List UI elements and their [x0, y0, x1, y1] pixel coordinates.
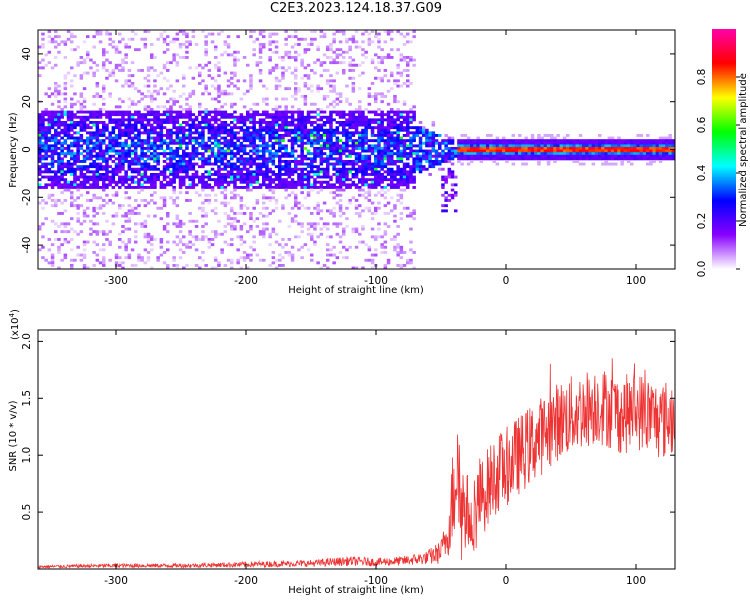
spectrogram-y-ticks: -40 -20 0 20 40	[21, 47, 675, 254]
x-tick-label: -100	[364, 275, 388, 287]
snr-frame	[37, 329, 676, 570]
colorbar-tick-label: 0.4	[696, 164, 708, 181]
x-tick-label: 0	[503, 575, 510, 587]
x-tick-label: -300	[104, 275, 128, 287]
y-tick-label: -20	[21, 189, 33, 206]
spectrogram-x-ticks: -300 -200 -100 0 100	[104, 30, 646, 287]
x-tick-label: -300	[104, 575, 128, 587]
y-tick-label: 40	[21, 47, 33, 60]
colorbar-tick-label: 0.2	[696, 213, 708, 230]
x-tick-label: -200	[234, 275, 258, 287]
snr-panel: -300 -200 -100 0 100 0.5 1.0 1.5 2.0 Height of …	[8, 309, 676, 596]
spectrogram-y-axis-label: Frequency (Hz)	[8, 112, 19, 188]
x-tick-label: 100	[626, 575, 646, 587]
y-tick-label: 1.0	[21, 447, 33, 464]
x-tick-label: -200	[234, 575, 258, 587]
snr-y-ticks: 0.5 1.0 1.5 2.0	[21, 333, 675, 520]
y-tick-label: 0.5	[21, 504, 33, 521]
colorbar-label: Normalized spectral amplitude	[738, 73, 749, 227]
x-tick-label: 0	[503, 275, 510, 287]
colorbar: 0.0 0.2 0.4 0.6 0.8 Normalized spectral ampl…	[696, 29, 749, 277]
spectrogram-heatmap	[38, 30, 675, 269]
x-tick-label: -100	[364, 575, 388, 587]
snr-x-ticks: -300 -200 -100 0 100	[104, 330, 646, 587]
spectrogram-x-axis-label: Height of straight line (km)	[288, 285, 424, 296]
y-tick-label: -40	[21, 237, 33, 254]
snr-series-line	[38, 358, 675, 569]
colorbar-gradient	[712, 29, 736, 269]
colorbar-tick-label: 0.6	[696, 116, 708, 133]
snr-y-scale-label: (x104)	[8, 309, 21, 340]
y-tick-label: 2.0	[21, 333, 33, 350]
colorbar-tick-label: 0.8	[696, 69, 708, 86]
snr-line	[38, 358, 675, 569]
colorbar-ticks: 0.0 0.2 0.4 0.6 0.8	[696, 69, 740, 278]
figure-title: C2E3.2023.124.18.37.G09	[269, 1, 443, 16]
snr-y-axis-label: SNR (10 * v/v)	[8, 400, 19, 471]
y-tick-label: 20	[21, 95, 33, 108]
snr-x-axis-label: Height of straight line (km)	[288, 585, 424, 596]
colorbar-tick-label: 0.0	[696, 261, 708, 278]
x-tick-label: 100	[626, 275, 646, 287]
y-tick-label: 1.5	[21, 390, 33, 407]
y-tick-label: 0	[21, 146, 33, 153]
